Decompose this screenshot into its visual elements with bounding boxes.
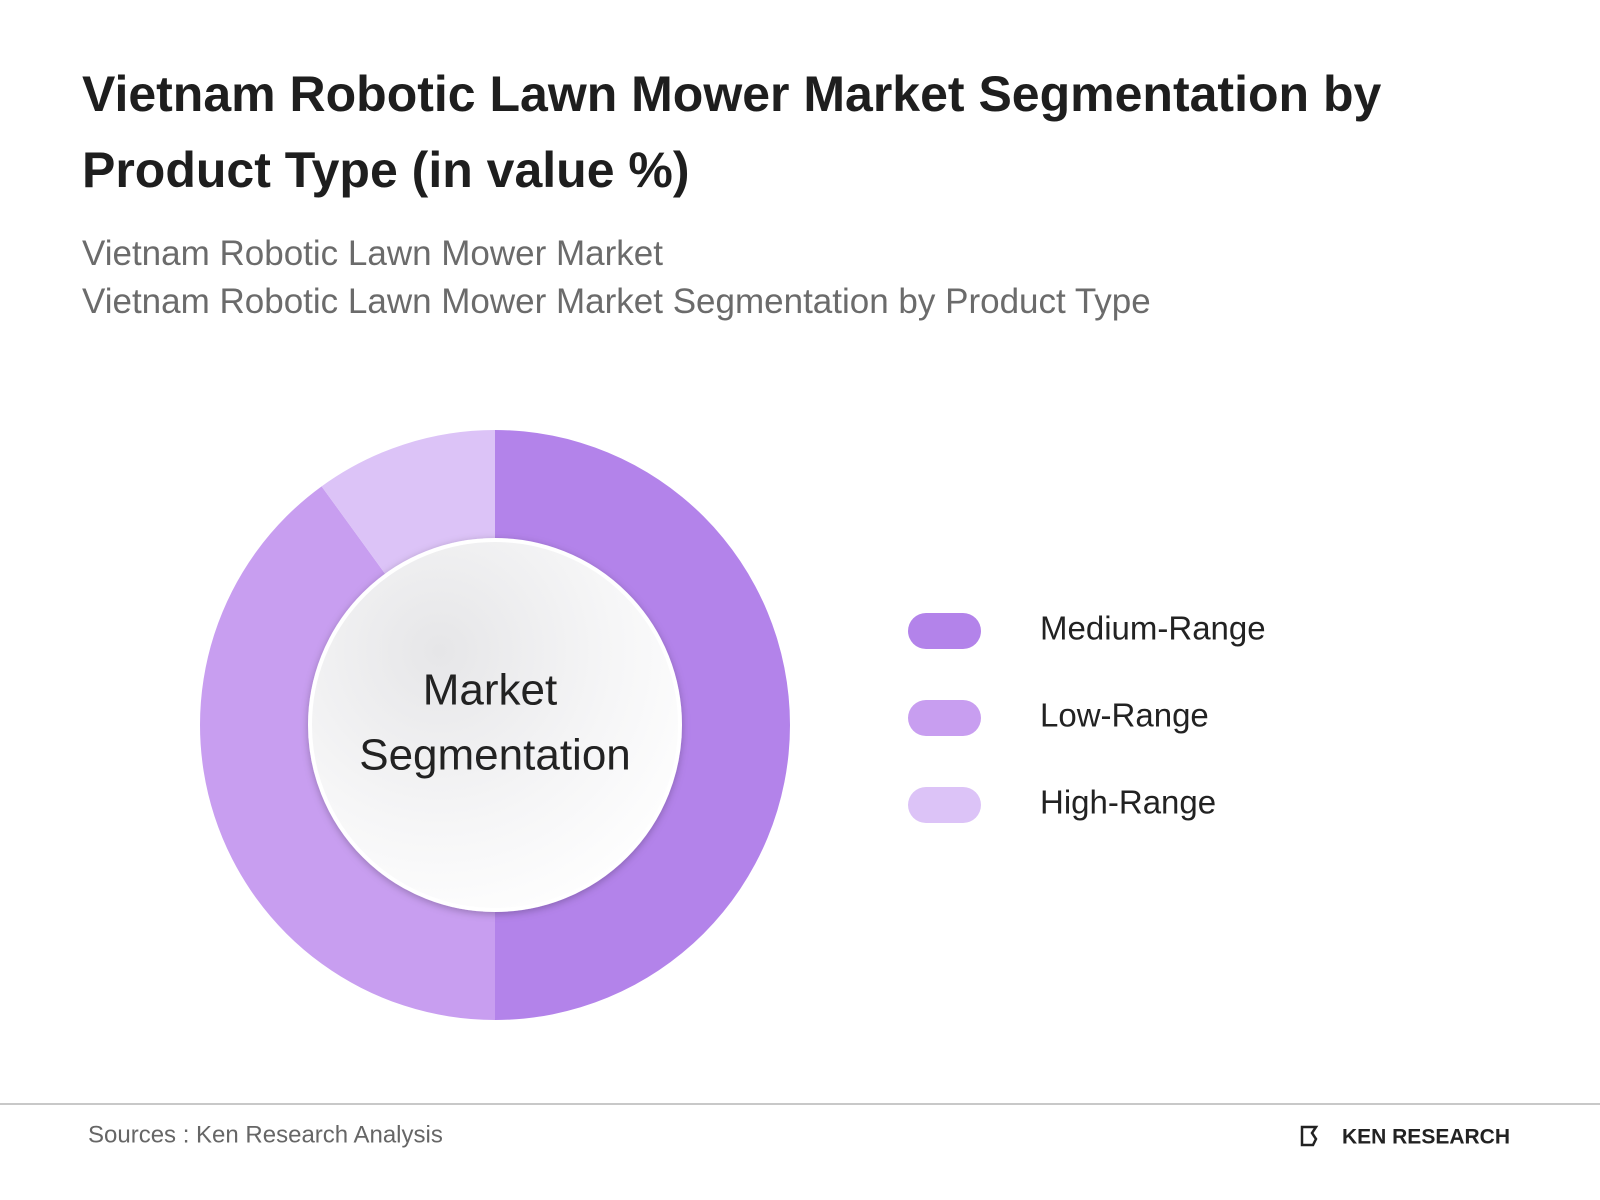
- legend-label: Medium-Range: [1040, 610, 1266, 647]
- legend-swatch: [908, 613, 981, 649]
- center-disc: [308, 538, 682, 912]
- donut-slice: [321, 430, 495, 576]
- subtitle: Vietnam Robotic Lawn Mower Market Segmen…: [82, 282, 1151, 321]
- center-label: Market: [423, 666, 557, 715]
- source-note: Sources : Ken Research Analysis: [88, 1121, 443, 1148]
- subtitle: Vietnam Robotic Lawn Mower Market: [82, 234, 663, 273]
- legend-label: Low-Range: [1040, 697, 1209, 734]
- center-label: Segmentation: [359, 731, 631, 780]
- legend-label: High-Range: [1040, 784, 1216, 821]
- donut: [200, 430, 790, 1021]
- logo-icon: [1300, 1125, 1319, 1147]
- chart-title: Vietnam Robotic Lawn Mower Market Segmen…: [82, 66, 1382, 198]
- logo: KEN RESEARCH: [1342, 1126, 1510, 1149]
- donut-slice: [200, 486, 495, 1021]
- legend: Medium-Range Low-Range High-Range: [908, 610, 1266, 823]
- donut-slice: [495, 430, 790, 1020]
- legend-swatch: [908, 787, 981, 823]
- legend-swatch: [908, 700, 981, 736]
